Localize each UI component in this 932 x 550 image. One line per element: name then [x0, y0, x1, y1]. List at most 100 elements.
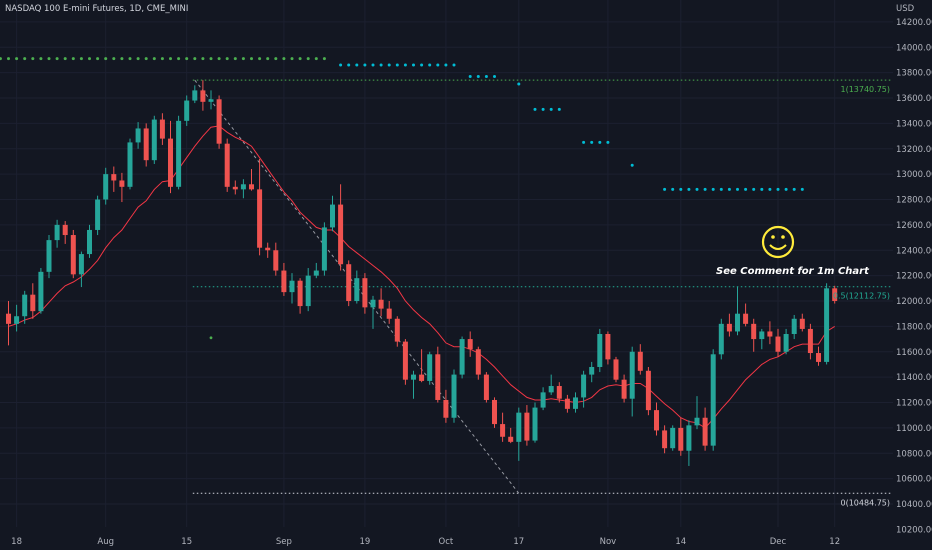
candle-body [386, 308, 392, 319]
indicator-dot [768, 187, 772, 191]
indicator-dot [0, 57, 2, 61]
candle-up [208, 90, 214, 110]
candle-up [78, 251, 84, 288]
indicator-dot [88, 57, 91, 61]
price-tick-label: 14000.00 [896, 43, 932, 53]
indicator-dot [371, 63, 375, 67]
candle-up [151, 115, 157, 164]
candle-down [232, 180, 238, 195]
candle-body [686, 425, 692, 451]
candle-down [645, 366, 651, 416]
candle-body [354, 278, 360, 302]
price-tick-label: 10600.00 [896, 475, 932, 485]
grid [0, 0, 893, 527]
candle-up [321, 222, 327, 276]
candle-body [402, 341, 408, 380]
price-tick-label: 11200.00 [896, 399, 932, 409]
indicator-dot [79, 57, 83, 61]
candle-body [297, 280, 303, 307]
candle-body [135, 128, 141, 143]
time-tick-label: Dec [770, 537, 787, 547]
candle-body [330, 204, 335, 228]
indicator-dots [0, 57, 804, 340]
price-tick-label: 13000.00 [896, 170, 932, 180]
price-tick-label: 13600.00 [896, 94, 932, 104]
indicator-dot [395, 63, 399, 67]
candle-body [540, 392, 546, 408]
candle-body [216, 99, 222, 144]
candle-body [556, 386, 562, 399]
indicator-dot [266, 57, 270, 61]
price-tick-label: 11600.00 [896, 348, 932, 358]
candle-body [767, 331, 773, 337]
candle-body [370, 299, 376, 308]
candle-down [467, 331, 473, 357]
candle-body [14, 316, 20, 324]
fib-level-label: 0(10484.75) [840, 498, 890, 507]
indicator-dot [663, 187, 667, 191]
candle-body [629, 351, 635, 399]
symbol-title[interactable]: NASDAQ 100 E-mini Futures, 1D, CME_MINI [5, 4, 188, 14]
candle-body [362, 278, 368, 308]
candle-down [265, 242, 271, 258]
candle-up [305, 268, 311, 312]
indicator-dot [258, 57, 262, 61]
candle-body [702, 417, 708, 446]
fib-labels: 1(13740.75) 0.5(12112.75) 0(10484.75) [833, 85, 890, 507]
candle-down [492, 397, 497, 428]
candle-body [46, 240, 52, 272]
candle-down [751, 318, 757, 352]
candle-body [111, 174, 117, 181]
candle-body [281, 270, 287, 293]
indicator-dot [47, 57, 51, 61]
indicator-dot [290, 57, 294, 61]
indicator-dot [784, 187, 788, 191]
candle-down [832, 285, 838, 304]
candle-down [216, 95, 222, 149]
indicator-dot [144, 57, 148, 61]
indicator-dot [679, 187, 683, 191]
indicator-dot [412, 63, 415, 67]
indicator-dot [185, 57, 189, 61]
candle-body [54, 224, 60, 241]
candle-down [767, 321, 773, 345]
candle-up [38, 268, 44, 314]
price-tick-label: 14200.00 [896, 18, 932, 28]
candle-body [435, 354, 441, 400]
indicator-dot [177, 57, 181, 61]
price-tick-label: 13400.00 [896, 119, 932, 129]
indicator-dot [217, 57, 221, 61]
price-axis[interactable]: 10200.00 10400.00 10600.00 10800.00 11000.00… [896, 18, 932, 536]
indicator-dot [15, 57, 19, 61]
indicator-dot [541, 107, 545, 111]
candle-down [394, 316, 400, 347]
candles[interactable] [6, 80, 838, 466]
indicator-dot [152, 57, 156, 61]
candle-body [475, 349, 481, 375]
candle-body [492, 399, 497, 425]
price-tick-label: 12800.00 [896, 196, 932, 206]
time-tick-label: 14 [675, 537, 686, 547]
candle-down [338, 184, 344, 271]
price-tick-label: 12600.00 [896, 221, 932, 231]
candle-body [791, 318, 797, 334]
candle-body [678, 427, 684, 451]
time-axis[interactable]: 18 Aug 15 Sep 19 Oct 17 Nov 14 Dec 12 [11, 537, 840, 547]
indicator-dot [120, 57, 124, 61]
candle-body [483, 374, 489, 400]
candle-body [532, 407, 538, 441]
candle-up [710, 349, 716, 451]
price-tick-label: 10200.00 [896, 525, 932, 535]
indicator-dot [549, 107, 553, 111]
candle-up [22, 290, 28, 324]
candle-body [694, 417, 700, 426]
indicator-dot [468, 74, 472, 78]
indicator-dot [31, 57, 35, 61]
candle-down [564, 394, 570, 413]
candle-down [362, 273, 368, 314]
indicator-dot [169, 57, 172, 61]
indicator-dot [112, 57, 116, 61]
candle-up [581, 370, 587, 408]
